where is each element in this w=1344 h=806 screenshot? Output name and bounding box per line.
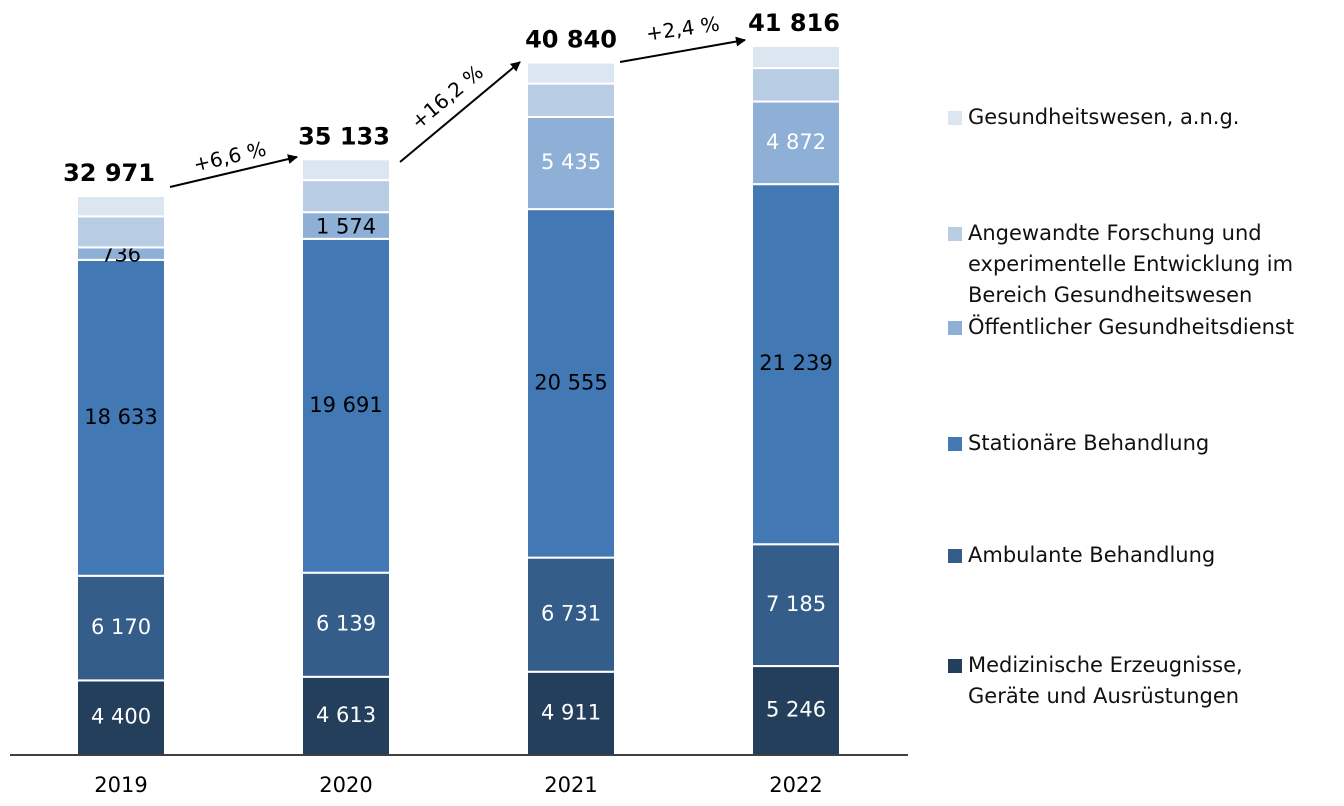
bar-segment xyxy=(76,679,166,757)
value-label: 7 185 xyxy=(766,592,826,616)
value-label: 5 246 xyxy=(766,698,826,722)
value-label: 5 435 xyxy=(541,150,601,174)
legend-swatch xyxy=(948,111,962,125)
bar-segment xyxy=(76,215,166,249)
x-tick-label: 2022 xyxy=(769,773,822,797)
bar-segment xyxy=(526,61,616,85)
legend-label: Stationäre Behandlung xyxy=(968,431,1210,455)
value-label: 6 731 xyxy=(541,602,601,626)
x-tick-label: 2020 xyxy=(319,773,372,797)
value-label: 6 139 xyxy=(316,612,376,636)
x-tick-label: 2019 xyxy=(94,773,147,797)
value-label: 4 613 xyxy=(316,703,376,727)
legend-label: Öffentlicher Gesundheitsdienst xyxy=(968,315,1295,339)
bar-segment xyxy=(76,194,166,218)
bar-segment xyxy=(76,258,166,577)
legend-label: Angewandte Forschung und experimentelle … xyxy=(968,221,1294,307)
bar-segment xyxy=(526,115,616,211)
legend-label: Gesundheitswesen, a.n.g. xyxy=(968,105,1240,129)
legend-swatch xyxy=(948,659,962,673)
bar-segment xyxy=(751,67,841,103)
bar-segment xyxy=(301,571,391,678)
growth-arrow xyxy=(619,36,746,63)
value-label: 21 239 xyxy=(759,351,832,375)
bar-segment xyxy=(751,665,841,756)
bar-segment xyxy=(301,237,391,574)
growth-arrow xyxy=(169,154,298,188)
growth-label: +6,6 % xyxy=(191,137,268,177)
total-label: 35 133 xyxy=(298,122,390,150)
bar-segment xyxy=(526,82,616,118)
value-label: 1 574 xyxy=(316,215,376,239)
legend-swatch xyxy=(948,321,962,335)
x-tick-label: 2021 xyxy=(544,773,597,797)
bar-segment xyxy=(526,670,616,756)
value-label: 20 555 xyxy=(534,370,607,394)
bar-segment xyxy=(301,211,391,240)
bar-segment xyxy=(751,183,841,546)
total-label: 40 840 xyxy=(525,26,617,54)
total-label: 41 816 xyxy=(748,9,840,37)
growth-label: +2,4 % xyxy=(645,11,722,45)
value-label: 6 170 xyxy=(91,615,151,639)
value-label: 4 911 xyxy=(541,700,601,724)
value-label: 4 872 xyxy=(766,130,826,154)
legend-swatch xyxy=(948,549,962,563)
bar-segment xyxy=(526,208,616,559)
legend-swatch xyxy=(948,227,962,241)
total-label: 32 971 xyxy=(63,159,155,187)
bar-segment xyxy=(301,179,391,214)
bar-segment xyxy=(526,556,616,673)
legend-label: Ambulante Behandlung xyxy=(968,543,1216,567)
value-label: 18 633 xyxy=(84,405,157,429)
value-label: 19 691 xyxy=(309,393,382,417)
bar-segment xyxy=(301,158,391,182)
legend-swatch xyxy=(948,437,962,451)
bar-segment xyxy=(751,45,841,70)
value-label: 4 400 xyxy=(91,705,151,729)
legend-label: Medizinische Erzeugnisse, Geräte und Aus… xyxy=(968,653,1243,708)
growth-arrow xyxy=(399,61,521,163)
